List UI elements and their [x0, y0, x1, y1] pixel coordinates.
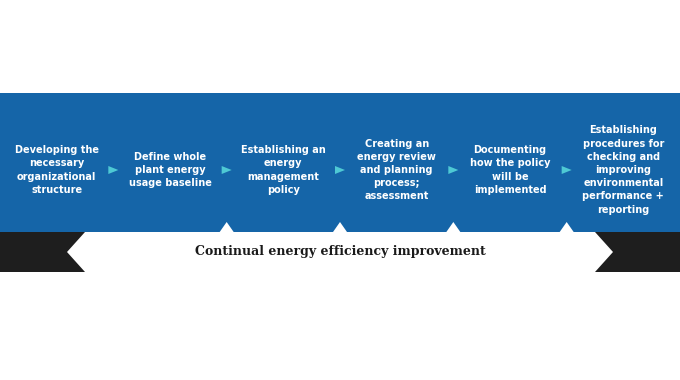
- Polygon shape: [220, 222, 234, 232]
- Polygon shape: [560, 222, 574, 232]
- Polygon shape: [108, 166, 118, 174]
- Text: Developing the
necessary
organizational
structure: Developing the necessary organizational …: [15, 145, 99, 195]
- Polygon shape: [446, 222, 460, 232]
- Text: Establishing
procedures for
checking and
improving
environmental
performance +
r: Establishing procedures for checking and…: [583, 125, 664, 215]
- Text: Define whole
plant energy
usage baseline: Define whole plant energy usage baseline: [129, 152, 211, 188]
- Bar: [0, 232, 680, 272]
- Text: Continual energy efficiency improvement: Continual energy efficiency improvement: [194, 245, 486, 258]
- Polygon shape: [335, 166, 345, 174]
- Polygon shape: [222, 166, 232, 174]
- Bar: [0, 93, 680, 272]
- Polygon shape: [333, 222, 347, 232]
- Text: Documenting
how the policy
will be
implemented: Documenting how the policy will be imple…: [470, 145, 550, 195]
- Text: Creating an
energy review
and planning
process;
assessment: Creating an energy review and planning p…: [357, 139, 436, 201]
- Polygon shape: [67, 232, 613, 272]
- Polygon shape: [448, 166, 458, 174]
- Text: Establishing an
energy
management
policy: Establishing an energy management policy: [241, 145, 326, 195]
- Polygon shape: [562, 166, 572, 174]
